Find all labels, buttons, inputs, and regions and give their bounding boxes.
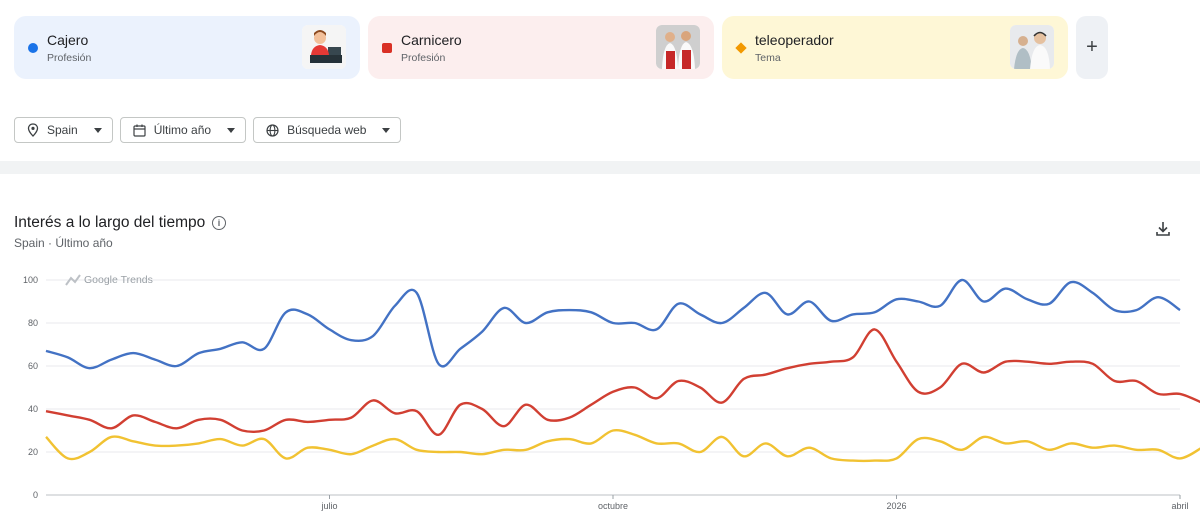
google-trends-watermark: Google Trends: [65, 274, 153, 286]
chart-x-axis: julio octubre 2026 abril: [320, 495, 1189, 511]
download-icon[interactable]: [1154, 220, 1172, 238]
y-tick-label: 60: [28, 361, 38, 371]
series-marker-square: [382, 43, 392, 53]
location-filter-label: Spain: [47, 123, 78, 137]
cashier-photo-icon: [302, 25, 346, 69]
add-comparison-button[interactable]: +: [1076, 16, 1108, 79]
chart-series: [45, 278, 1200, 463]
term-card-carnicero[interactable]: Carnicero Profesión: [368, 16, 714, 79]
y-tick-label: 80: [28, 318, 38, 328]
section-divider: [0, 161, 1200, 174]
y-tick-label: 0: [33, 490, 38, 500]
chevron-down-icon: [227, 127, 236, 133]
location-pin-icon: [27, 123, 39, 137]
section-subtitle: Spain · Último año: [14, 236, 113, 250]
search-type-filter-label: Búsqueda web: [287, 123, 367, 137]
butcher-photo-icon: [656, 25, 700, 69]
comparison-terms: Cajero Profesión Carnicero Profesión: [14, 16, 1108, 79]
series-marker-circle: [28, 43, 38, 53]
series-marker-diamond: [735, 42, 747, 54]
info-icon[interactable]: i: [212, 216, 226, 230]
section-title: Interés a lo largo del tiempo: [14, 214, 206, 231]
term-card-teleoperador[interactable]: teleoperador Tema: [722, 16, 1068, 79]
filter-bar: Spain Último año Búsqueda web: [14, 117, 402, 143]
chevron-down-icon: [93, 127, 102, 133]
term-name: Carnicero: [401, 32, 462, 48]
period-filter[interactable]: Último año: [119, 117, 247, 143]
search-type-filter[interactable]: Búsqueda web: [253, 117, 402, 143]
term-type: Tema: [755, 52, 781, 64]
call-center-photo-icon: [1010, 25, 1054, 69]
term-name: Cajero: [47, 32, 89, 48]
series-line-teleoperador: [45, 428, 1200, 463]
watermark-label: Google Trends: [84, 274, 153, 286]
interest-over-time-chart: 0 20 40 60 80 100 Google Trends julio octubre 2…: [23, 274, 1200, 511]
x-tick-label: octubre: [598, 501, 628, 511]
term-type: Profesión: [401, 52, 446, 64]
term-card-cajero[interactable]: Cajero Profesión: [14, 16, 360, 79]
x-tick-label: 2026: [886, 501, 906, 511]
chevron-down-icon: [382, 127, 391, 133]
location-filter[interactable]: Spain: [14, 117, 113, 143]
chart-grid: 0 20 40 60 80 100: [23, 275, 1180, 500]
globe-icon: [266, 123, 279, 137]
term-type: Profesión: [47, 52, 92, 64]
y-tick-label: 40: [28, 404, 38, 414]
series-line-carnicero: [45, 328, 1200, 436]
period-filter-label: Último año: [153, 123, 212, 137]
x-tick-label: julio: [320, 501, 337, 511]
x-tick-label: abril: [1171, 501, 1188, 511]
calendar-icon: [133, 124, 146, 137]
term-name: teleoperador: [755, 32, 834, 48]
y-tick-label: 100: [23, 275, 38, 285]
series-line-cajero: [45, 278, 1181, 370]
y-tick-label: 20: [28, 447, 38, 457]
